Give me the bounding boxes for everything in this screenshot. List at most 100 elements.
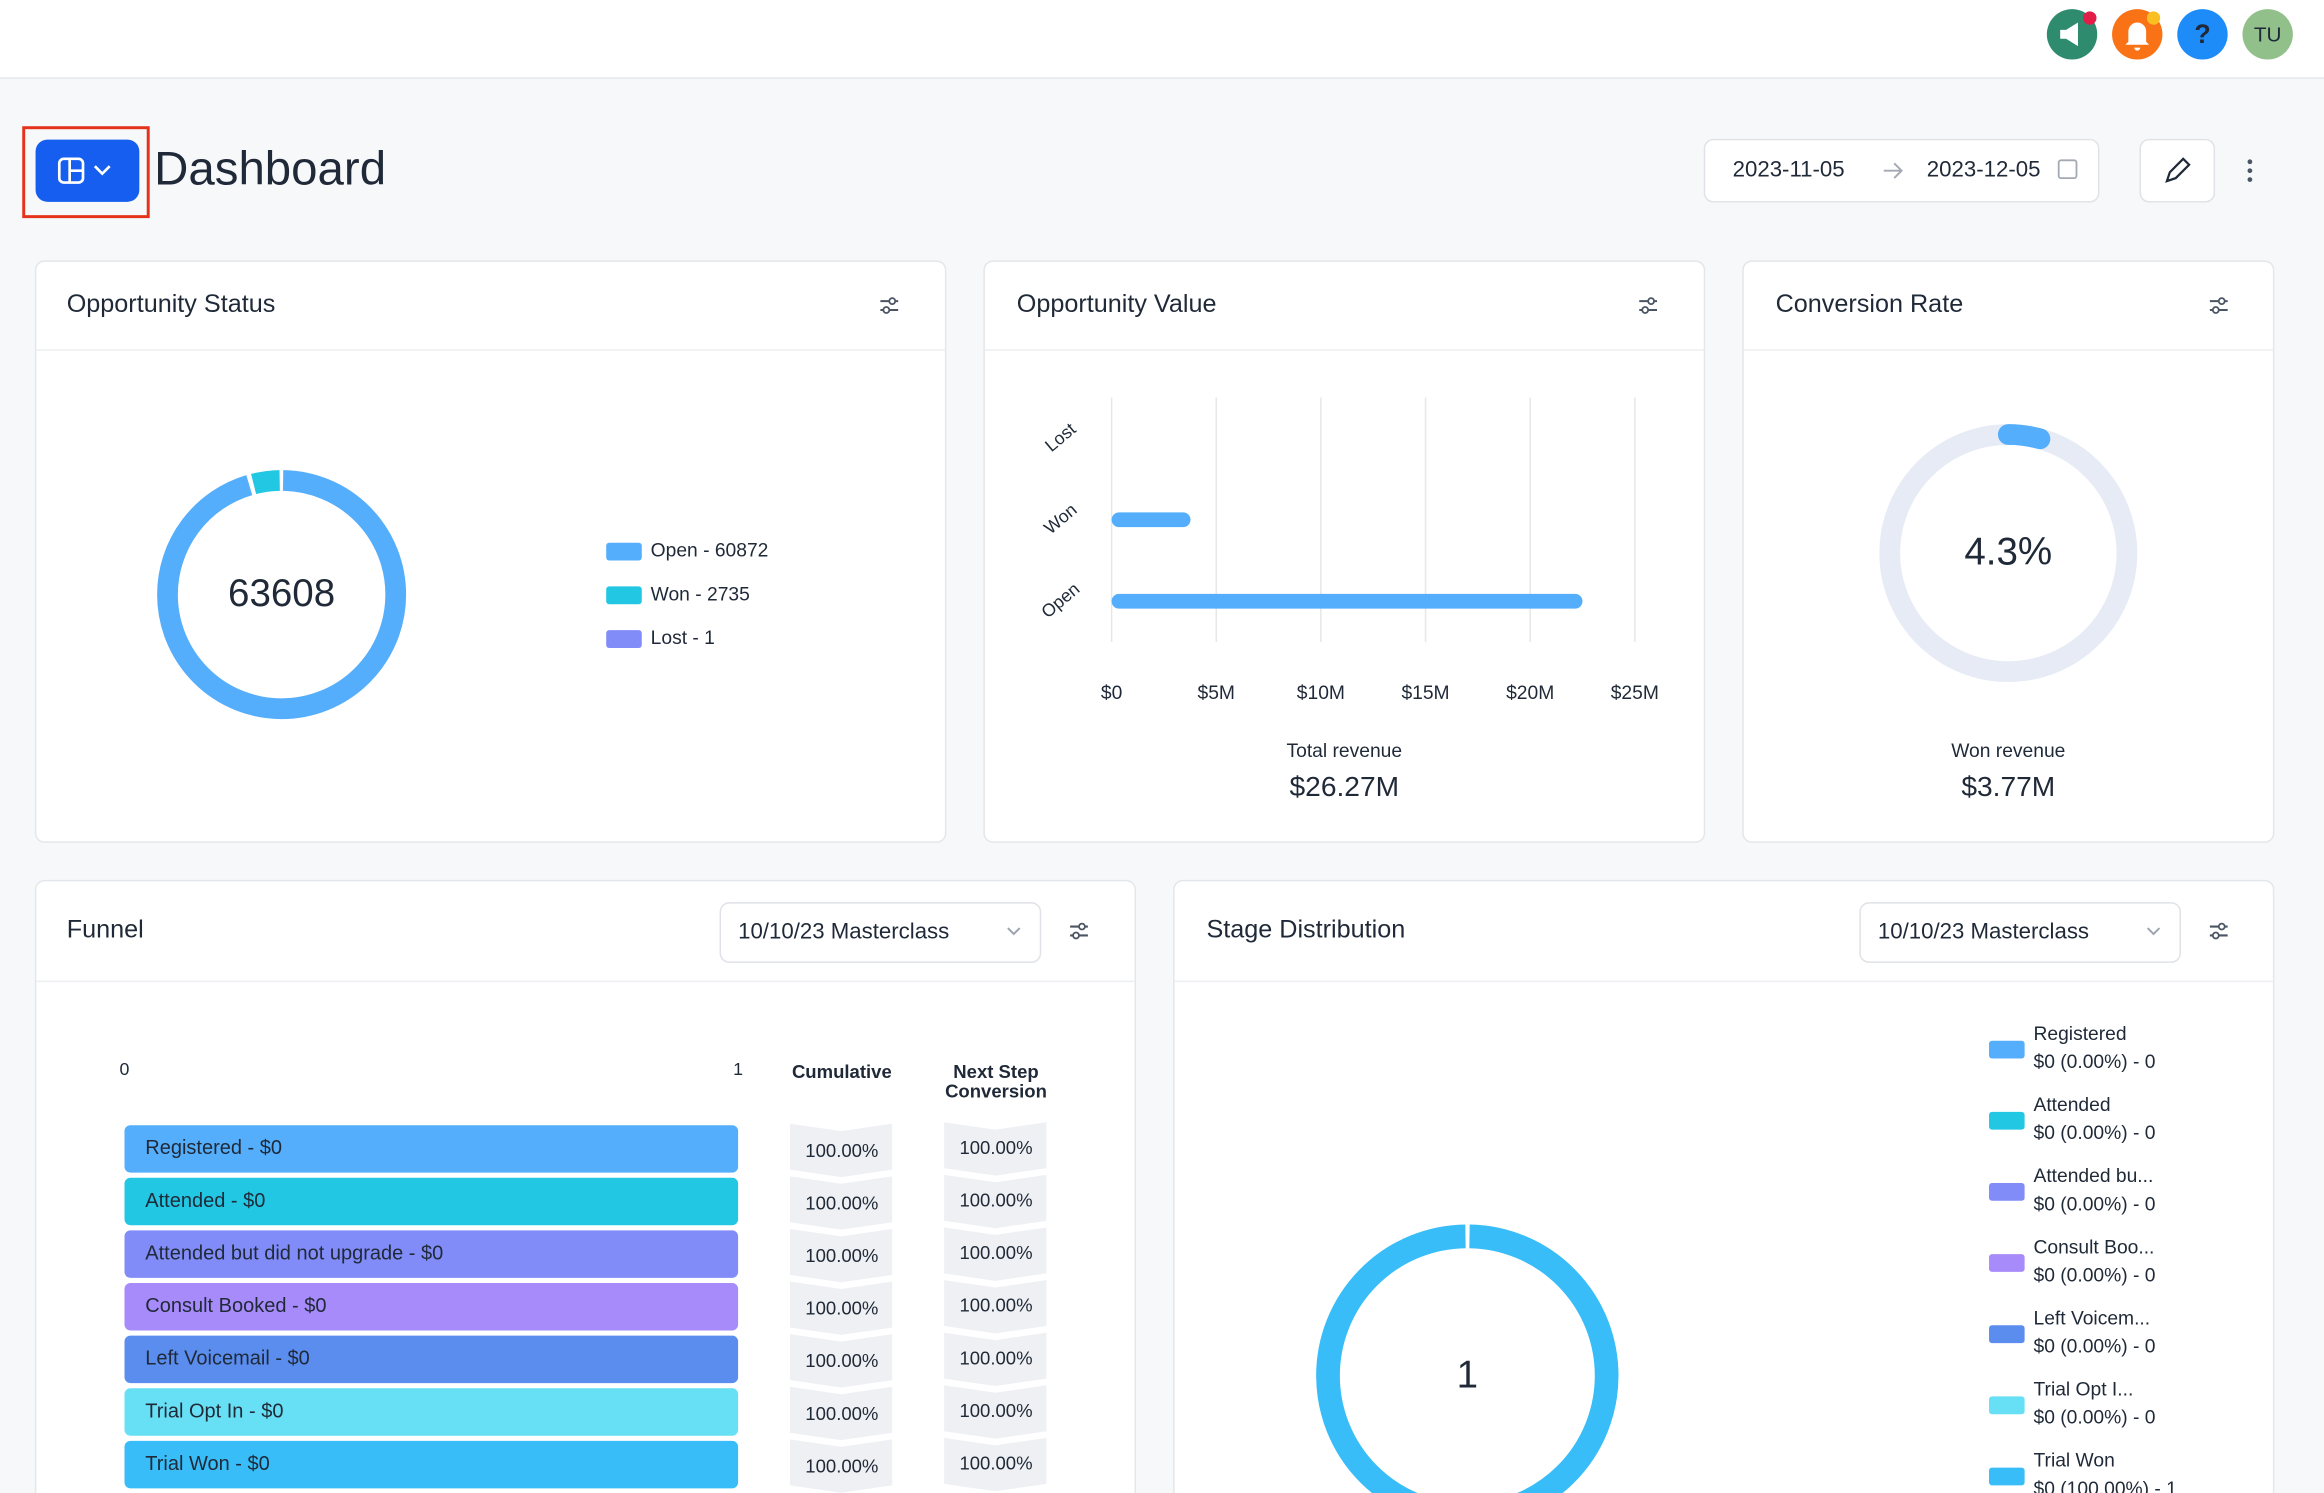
conversion-rate-card	[1742, 260, 2275, 843]
funnel-bar-label: Attended but did not upgrade - $0	[145, 1242, 443, 1264]
x-tick-label: $15M	[1401, 683, 1449, 704]
legend-detail: $0 (100.00%) - 1	[2034, 1479, 2177, 1493]
edit-button[interactable]	[2139, 138, 2216, 203]
dropdown-value: 10/10/23 Masterclass	[738, 918, 949, 943]
percentage-cell	[944, 1280, 1047, 1334]
dropdown-value: 10/10/23 Masterclass	[1878, 918, 2089, 943]
funnel-bar	[124, 1230, 739, 1278]
announcement-badge	[2083, 11, 2097, 25]
funnel-axis-tick: 0	[120, 1059, 130, 1079]
legend-swatch	[1989, 1111, 2025, 1130]
donut-segment	[157, 470, 407, 720]
bell-glyph	[2125, 22, 2150, 51]
legend-name: Trial Opt I...	[2034, 1380, 2134, 1401]
x-tick-label: $20M	[1506, 683, 1554, 704]
filter-knob	[888, 297, 897, 305]
legend-detail: $0 (0.00%) - 0	[2034, 1123, 2156, 1144]
next-step-value: 100.00%	[959, 1400, 1032, 1421]
filter-knob	[2211, 306, 2220, 314]
filter-knob	[2217, 297, 2226, 305]
x-tick-label: $0	[1101, 683, 1122, 704]
cumulative-value: 100.00%	[805, 1140, 878, 1161]
next-step-value: 100.00%	[959, 1347, 1032, 1368]
funnel-bar	[124, 1125, 739, 1173]
calendar-icon	[2057, 159, 2078, 179]
percentage-cell	[789, 1176, 893, 1230]
x-tick-label: $5M	[1198, 683, 1235, 704]
legend-swatch	[1989, 1467, 2025, 1486]
legend-swatch	[606, 630, 642, 648]
date-start: 2023-11-05	[1733, 157, 1845, 182]
dropdown-chevron	[2146, 927, 2161, 936]
legend-swatch	[1989, 1040, 2025, 1059]
percentage-cell	[944, 1227, 1047, 1281]
funnel-axis-tick: 1	[733, 1059, 743, 1079]
column-header: Conversion	[945, 1080, 1047, 1101]
gauge-arc	[1879, 424, 2138, 683]
notification-badge	[2146, 11, 2161, 25]
legend-name: Consult Boo...	[2034, 1237, 2155, 1258]
funnel-bar-label: Registered - $0	[145, 1137, 282, 1159]
help-icon[interactable]	[2177, 9, 2228, 60]
help-glyph: ?	[2194, 19, 2210, 49]
legend-detail: $0 (0.00%) - 0	[2034, 1194, 2156, 1215]
cumulative-value: 100.00%	[805, 1455, 878, 1476]
megaphone-glyph	[2060, 22, 2078, 47]
date-end: 2023-12-05	[1927, 157, 2041, 182]
percentage-cell	[944, 1385, 1047, 1439]
donut-segment	[1316, 1224, 1619, 1493]
column-header: Next Step	[953, 1061, 1038, 1082]
top-bar	[0, 0, 2324, 78]
funnel-bar-label: Attended - $0	[145, 1190, 265, 1212]
cumulative-value: 100.00%	[805, 1192, 878, 1213]
donut-total: 1	[1457, 1353, 1478, 1396]
cumulative-value: 100.00%	[805, 1245, 878, 1266]
more-menu-dot[interactable]	[2247, 159, 2253, 165]
x-tick-label: $25M	[1611, 683, 1659, 704]
legend-detail: $0 (0.00%) - 0	[2034, 1408, 2156, 1429]
cumulative-value: 100.00%	[805, 1298, 878, 1319]
percentage-cell	[944, 1174, 1047, 1229]
filter-dropdown[interactable]	[719, 902, 1042, 963]
legend-entry: Won - 2735	[651, 584, 750, 605]
percentage-cell	[789, 1439, 893, 1493]
filter-knob	[2211, 931, 2220, 940]
legend-name: Left Voicem...	[2034, 1308, 2151, 1329]
legend-swatch	[606, 542, 642, 561]
filter-knob	[1641, 306, 1650, 314]
next-step-value: 100.00%	[959, 1137, 1032, 1158]
layout-glyph-lines	[68, 158, 111, 183]
legend-name: Registered	[2034, 1024, 2127, 1045]
filter-knob	[1072, 931, 1080, 940]
more-menu-dot[interactable]	[2247, 177, 2253, 182]
avatar[interactable]	[2242, 9, 2293, 60]
legend-name: Attended	[2034, 1095, 2111, 1116]
funnel-bar	[124, 1440, 739, 1489]
legend-entry: Open - 60872	[651, 541, 769, 562]
percentage-cell	[789, 1334, 893, 1388]
footer-value: $3.77M	[1961, 771, 2055, 802]
percentage-cell	[944, 1437, 1047, 1492]
page-title: Dashboard	[154, 143, 386, 196]
filter-dropdown[interactable]	[1859, 902, 2181, 963]
funnel-bar-label: Trial Won - $0	[145, 1453, 269, 1475]
percentage-cell	[789, 1228, 893, 1283]
legend-detail: $0 (0.00%) - 0	[2034, 1265, 2156, 1286]
funnel-bar	[124, 1283, 739, 1331]
layout-switch-button[interactable]	[35, 139, 140, 202]
filter-knob	[1078, 922, 1086, 931]
card-title: Opportunity Value	[1017, 290, 1217, 318]
percentage-cell	[789, 1123, 893, 1178]
legend-swatch	[606, 586, 642, 605]
cumulative-value: 100.00%	[805, 1350, 878, 1371]
bar	[1111, 593, 1583, 609]
more-menu-dot[interactable]	[2247, 168, 2253, 174]
card-title: Stage Distribution	[1206, 916, 1405, 944]
avatar-initials: TU	[2254, 23, 2282, 46]
legend-entry: Lost - 1	[651, 628, 715, 649]
legend-name: Trial Won	[2034, 1451, 2115, 1472]
percentage-cell	[789, 1281, 893, 1335]
total-value: $26.27M	[1290, 771, 1400, 802]
filter-knob	[882, 306, 891, 314]
